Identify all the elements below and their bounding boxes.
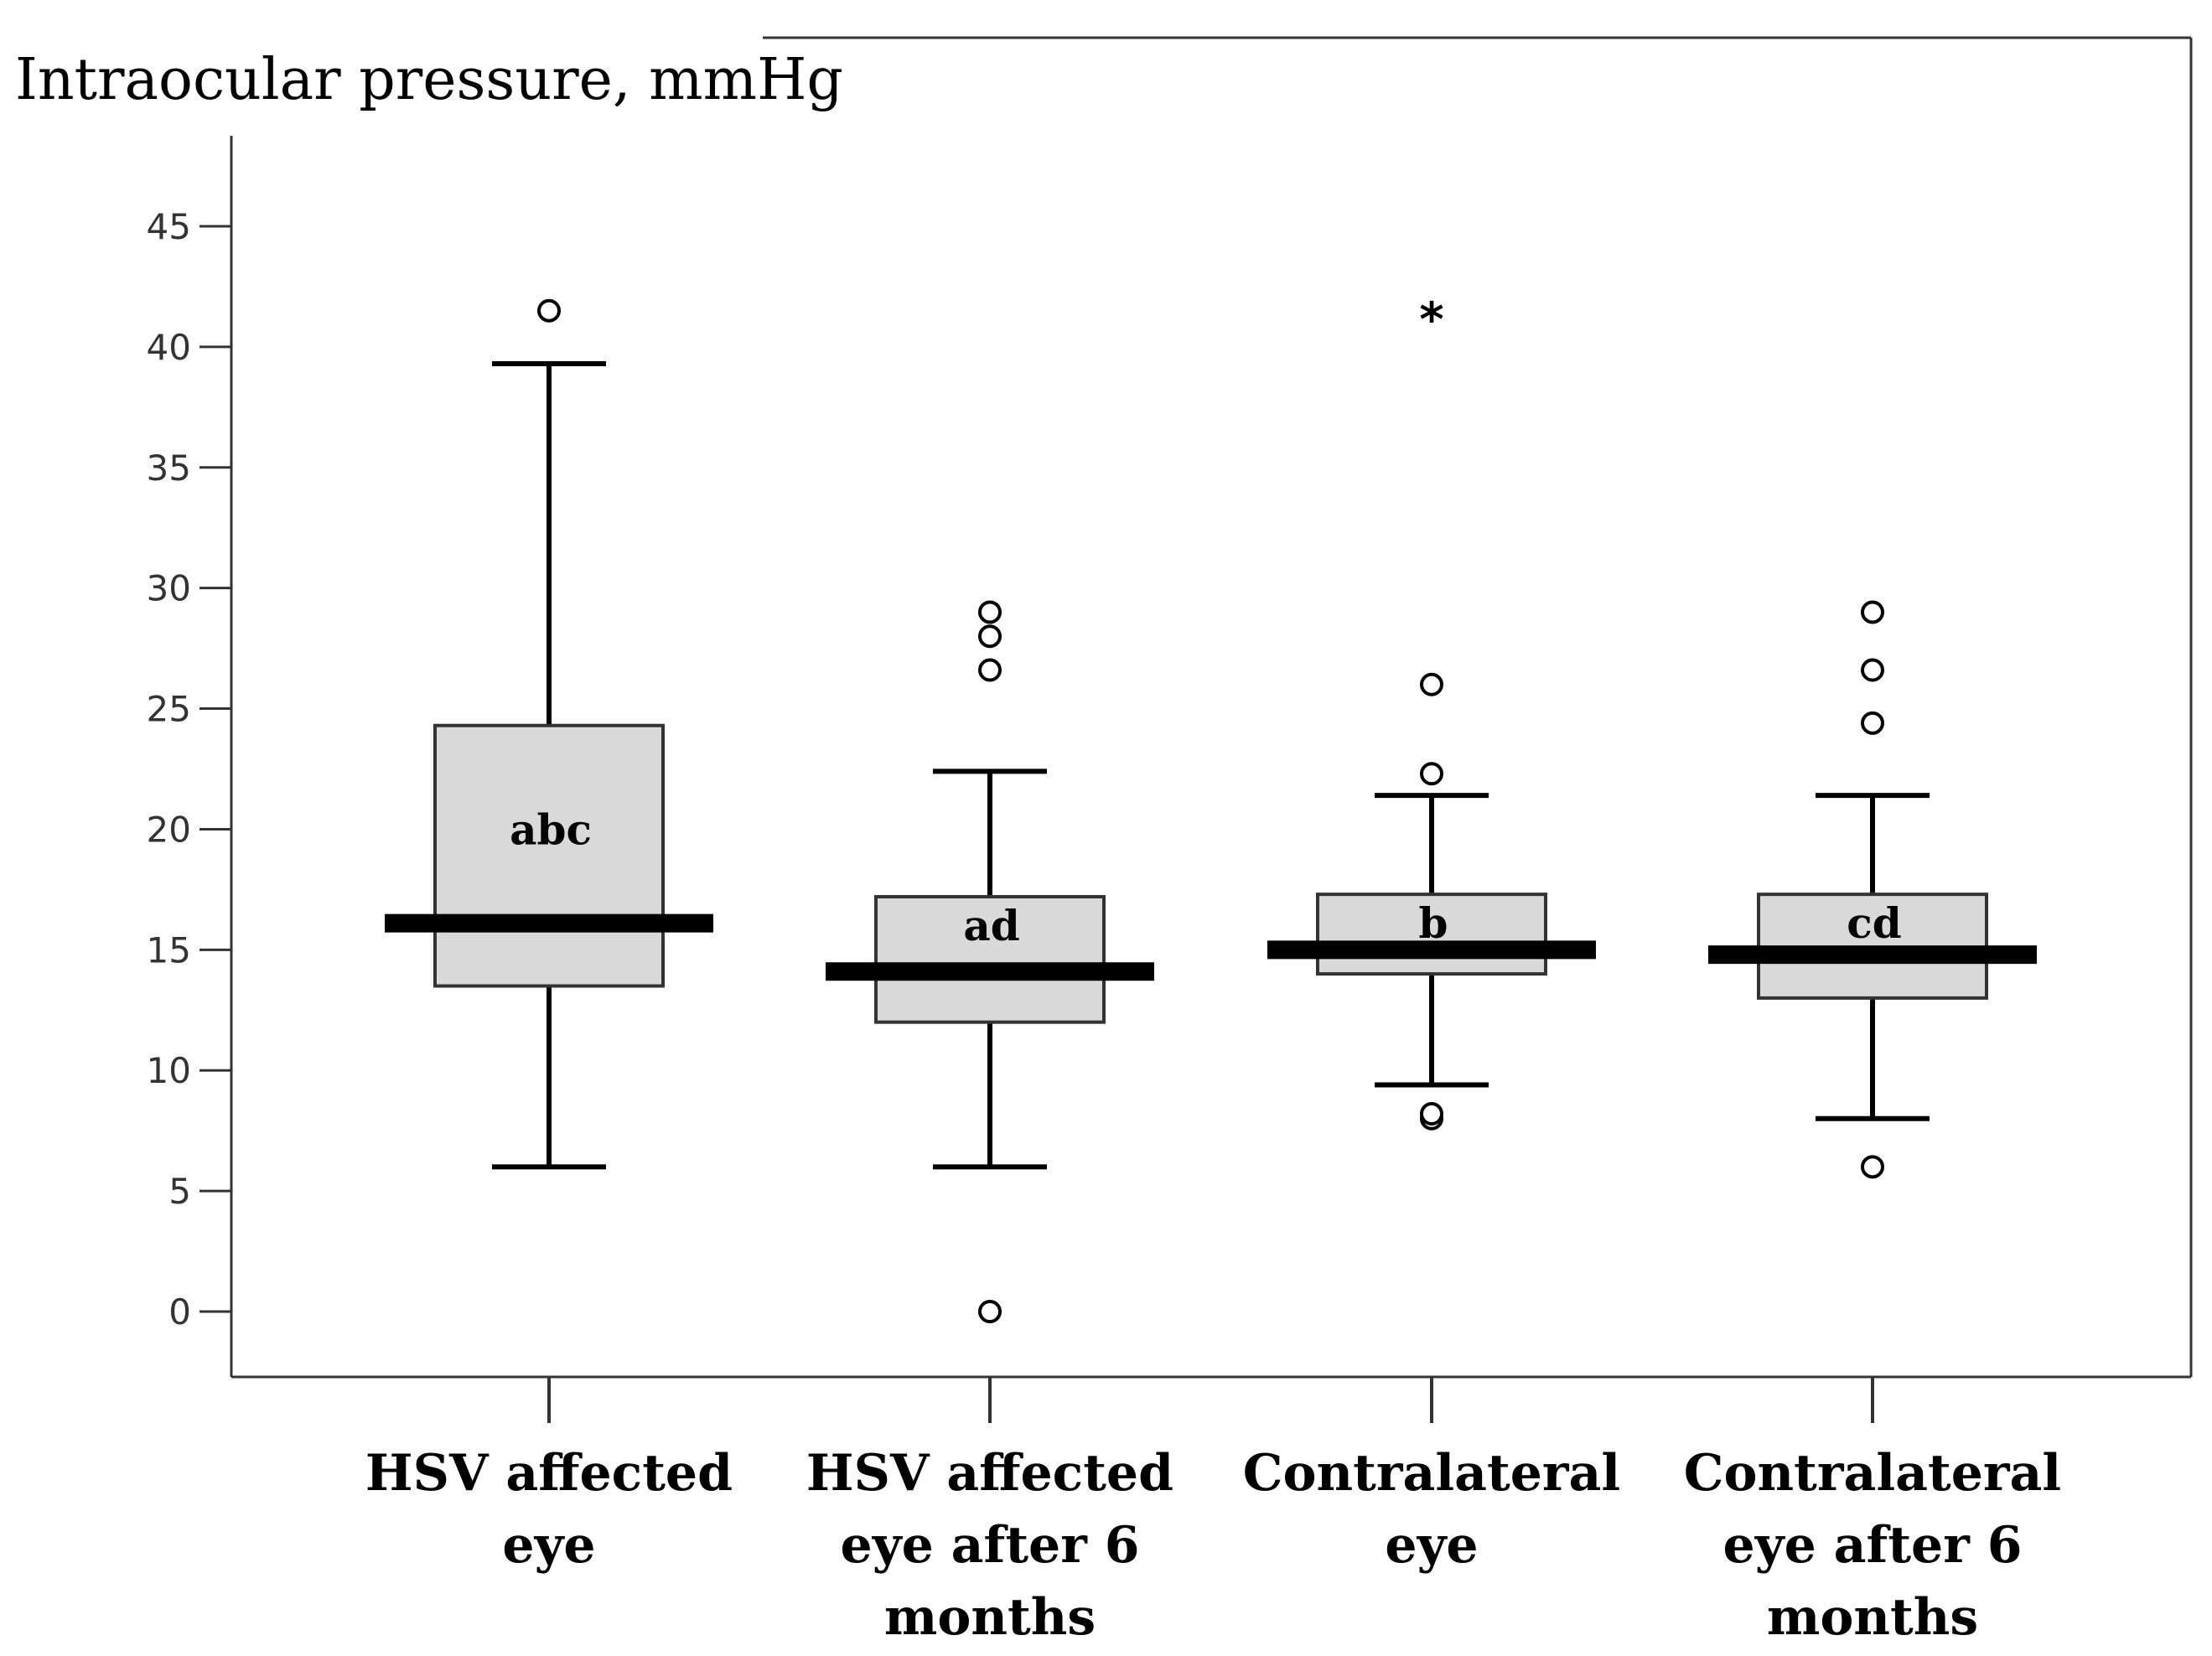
- outlier-point: [1861, 711, 1884, 735]
- iqr-box: [874, 895, 1106, 1024]
- outlier-point: [978, 624, 1002, 649]
- outlier-point: [1861, 600, 1884, 624]
- significance-letters: abc: [510, 805, 592, 854]
- x-tick-label: eye after 6: [1723, 1516, 2023, 1575]
- significance-letters: cd: [1847, 898, 1901, 948]
- box-group: ad: [826, 600, 1154, 1323]
- outlier-point: [978, 658, 1002, 682]
- y-tick-label: 15: [147, 929, 191, 970]
- x-tick-label: eye: [502, 1516, 595, 1575]
- y-axis: 0 5 10 15 20 25 30 35 40 45: [147, 206, 231, 1333]
- y-tick-label: 20: [147, 809, 191, 850]
- outlier-point: [1861, 1155, 1884, 1179]
- y-tick-label: 35: [147, 448, 191, 489]
- box-group: cd: [1708, 600, 2037, 1179]
- outlier-point: [978, 1300, 1002, 1323]
- x-tick-label: eye: [1385, 1516, 1478, 1575]
- significance-letters: b: [1419, 898, 1448, 948]
- y-tick-label: 45: [147, 206, 191, 247]
- x-tick-label: HSV affected: [806, 1444, 1173, 1503]
- iqr-box: [433, 723, 665, 988]
- y-tick-label: 5: [168, 1171, 191, 1212]
- plot-frame: [230, 36, 2193, 1379]
- x-tick-label: Contralateral: [1684, 1444, 2061, 1503]
- outlier-point: [1861, 658, 1884, 682]
- y-tick-label: 40: [147, 327, 191, 368]
- box-group: b*: [1267, 293, 1596, 1131]
- outlier-point: [1420, 762, 1443, 786]
- y-tick-label: 30: [147, 568, 191, 609]
- outlier-point: [1420, 1102, 1443, 1126]
- y-tick-label: 0: [168, 1291, 191, 1333]
- x-axis: HSV affected eye HSV affected eye after 6 mo…: [365, 1377, 2061, 1647]
- x-tick-label: HSV affected: [365, 1444, 733, 1503]
- x-tick-label: months: [1767, 1588, 1978, 1647]
- y-tick-label: 25: [147, 689, 191, 730]
- y-axis-title: Intraocular pressure, mmHg: [15, 47, 843, 113]
- extreme-point: *: [1419, 293, 1443, 348]
- x-tick-label: eye after 6: [841, 1516, 1140, 1575]
- outlier-point: [978, 600, 1002, 624]
- x-tick-label: months: [884, 1588, 1096, 1647]
- outlier-point: [1420, 672, 1443, 696]
- iqr-box: [1316, 893, 1547, 976]
- y-tick-label: 10: [147, 1050, 191, 1091]
- significance-letters: ad: [963, 901, 1019, 950]
- outlier-point: [537, 298, 561, 323]
- x-tick-label: Contralateral: [1243, 1444, 1620, 1503]
- box-group: abc: [385, 298, 713, 1170]
